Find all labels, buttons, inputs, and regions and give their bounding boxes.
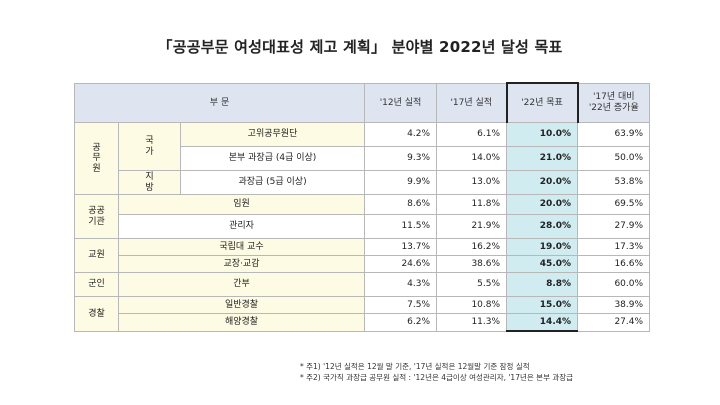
- value-2017: 11.3%: [436, 313, 508, 332]
- group-public-institution: 공공 기관: [74, 194, 119, 239]
- value-2022: 14.4%: [506, 313, 579, 332]
- value-2012: 9.3%: [364, 146, 438, 171]
- table-row: 군인 간부 4.3% 5.5% 8.8% 60.0%: [74, 272, 651, 297]
- value-2022: 15.0%: [506, 296, 579, 314]
- value-2017: 38.6%: [436, 255, 508, 273]
- value-2022: 28.0%: [506, 214, 579, 239]
- header-increase: '17년 대비 '22년 증가율: [577, 82, 651, 123]
- footnotes: * 주1) '12년 실적은 12월 말 기준, '17년 실적은 12월말 기…: [300, 361, 573, 383]
- row-label: 교장·교감: [117, 255, 366, 273]
- row-label: 국립대 교수: [117, 238, 366, 256]
- value-2022: 8.8%: [506, 272, 579, 297]
- value-2012: 13.7%: [364, 238, 438, 256]
- value-2012: 9.9%: [364, 170, 438, 195]
- value-2012: 7.5%: [364, 296, 438, 314]
- table-row: 본부 과장급 (4급 이상) 9.3% 14.0% 21.0% 50.0%: [75, 146, 651, 171]
- group-civil-servant: 공 무 원: [74, 122, 119, 195]
- group-military: 군인: [74, 272, 119, 297]
- value-2017: 10.8%: [436, 296, 508, 314]
- value-increase: 50.0%: [577, 146, 651, 171]
- table-row: 교장·교감 24.6% 38.6% 45.0% 16.6%: [75, 255, 651, 273]
- value-2017: 21.9%: [436, 214, 508, 239]
- value-increase: 69.5%: [577, 194, 651, 215]
- target-table: 부 문 '12년 실적 '17년 실적 '22년 목표 '17년 대비 '22년 …: [73, 82, 651, 332]
- header-2017: '17년 실적: [436, 82, 508, 123]
- value-2017: 14.0%: [436, 146, 508, 171]
- value-increase: 38.9%: [577, 296, 651, 314]
- value-2022: 20.0%: [506, 170, 579, 195]
- header-increase-line2: '22년 증가율: [588, 102, 639, 113]
- row-label: 관리자: [117, 214, 366, 239]
- row-label: 일반경찰: [117, 296, 366, 314]
- table-row: 공 무 원 국 가 고위공무원단 4.2% 6.1% 10.0% 63.9%: [74, 122, 651, 195]
- group-teacher: 교원: [74, 238, 119, 273]
- value-2022: 20.0%: [506, 194, 579, 215]
- row-label: 고위공무원단: [179, 122, 366, 147]
- row-label: 본부 과장급 (4급 이상): [179, 146, 366, 171]
- value-2012: 6.2%: [364, 313, 438, 332]
- table-row: 공공 기관 임원 8.6% 11.8% 20.0% 69.5%: [74, 194, 651, 239]
- value-2017: 16.2%: [436, 238, 508, 256]
- page-title: 「공공부문 여성대표성 제고 계획」 분야별 2022년 달성 목표: [157, 38, 563, 56]
- header-sector: 부 문: [73, 82, 366, 123]
- value-2022: 45.0%: [506, 255, 579, 273]
- row-label: 임원: [117, 194, 366, 215]
- value-increase: 60.0%: [577, 272, 651, 297]
- value-2022: 10.0%: [506, 122, 579, 147]
- value-2012: 11.5%: [364, 214, 438, 239]
- value-2022: 19.0%: [506, 238, 579, 256]
- value-2012: 24.6%: [364, 255, 438, 273]
- group-local: 지 방: [118, 170, 181, 195]
- footnote-1: * 주1) '12년 실적은 12월 말 기준, '17년 실적은 12월말 기…: [300, 362, 530, 371]
- header-2022-target: '22년 목표: [505, 82, 579, 123]
- group-police: 경찰: [74, 296, 119, 332]
- value-2012: 8.6%: [364, 194, 438, 215]
- row-label: 간부: [117, 272, 366, 297]
- table-row: 경찰 일반경찰 7.5% 10.8% 15.0% 38.9%: [74, 296, 651, 332]
- table-row: 관리자 11.5% 21.9% 28.0% 27.9%: [75, 214, 651, 239]
- row-label: 과장급 (5급 이상): [179, 170, 366, 195]
- value-2017: 6.1%: [436, 122, 508, 147]
- value-increase: 27.4%: [577, 313, 651, 332]
- group-national: 국 가: [118, 122, 181, 171]
- header-2012: '12년 실적: [364, 82, 438, 123]
- footnote-2: * 주2) 국가직 과장급 공무원 실적 : '12년은 4급이상 여성관리자,…: [300, 373, 574, 382]
- table-row: 해양경찰 6.2% 11.3% 14.4% 27.4%: [75, 313, 651, 332]
- value-2022: 21.0%: [506, 146, 579, 171]
- value-increase: 16.6%: [577, 255, 651, 273]
- value-2017: 5.5%: [436, 272, 508, 297]
- header-increase-line1: '17년 대비: [592, 92, 635, 103]
- value-increase: 27.9%: [577, 214, 651, 239]
- table-row: 교원 국립대 교수 13.7% 16.2% 19.0% 17.3%: [74, 238, 651, 273]
- table-row: 지 방 과장급 (5급 이상) 9.9% 13.0% 20.0% 53.8%: [75, 170, 651, 195]
- value-increase: 53.8%: [577, 170, 651, 195]
- value-2017: 13.0%: [436, 170, 508, 195]
- value-increase: 17.3%: [577, 238, 651, 256]
- value-2012: 4.2%: [364, 122, 438, 147]
- value-increase: 63.9%: [577, 122, 651, 147]
- value-2012: 4.3%: [364, 272, 438, 297]
- header-row: 부 문 '12년 실적 '17년 실적 '22년 목표 '17년 대비 '22년 …: [73, 82, 651, 123]
- row-label: 해양경찰: [117, 313, 366, 332]
- value-2017: 11.8%: [436, 194, 508, 215]
